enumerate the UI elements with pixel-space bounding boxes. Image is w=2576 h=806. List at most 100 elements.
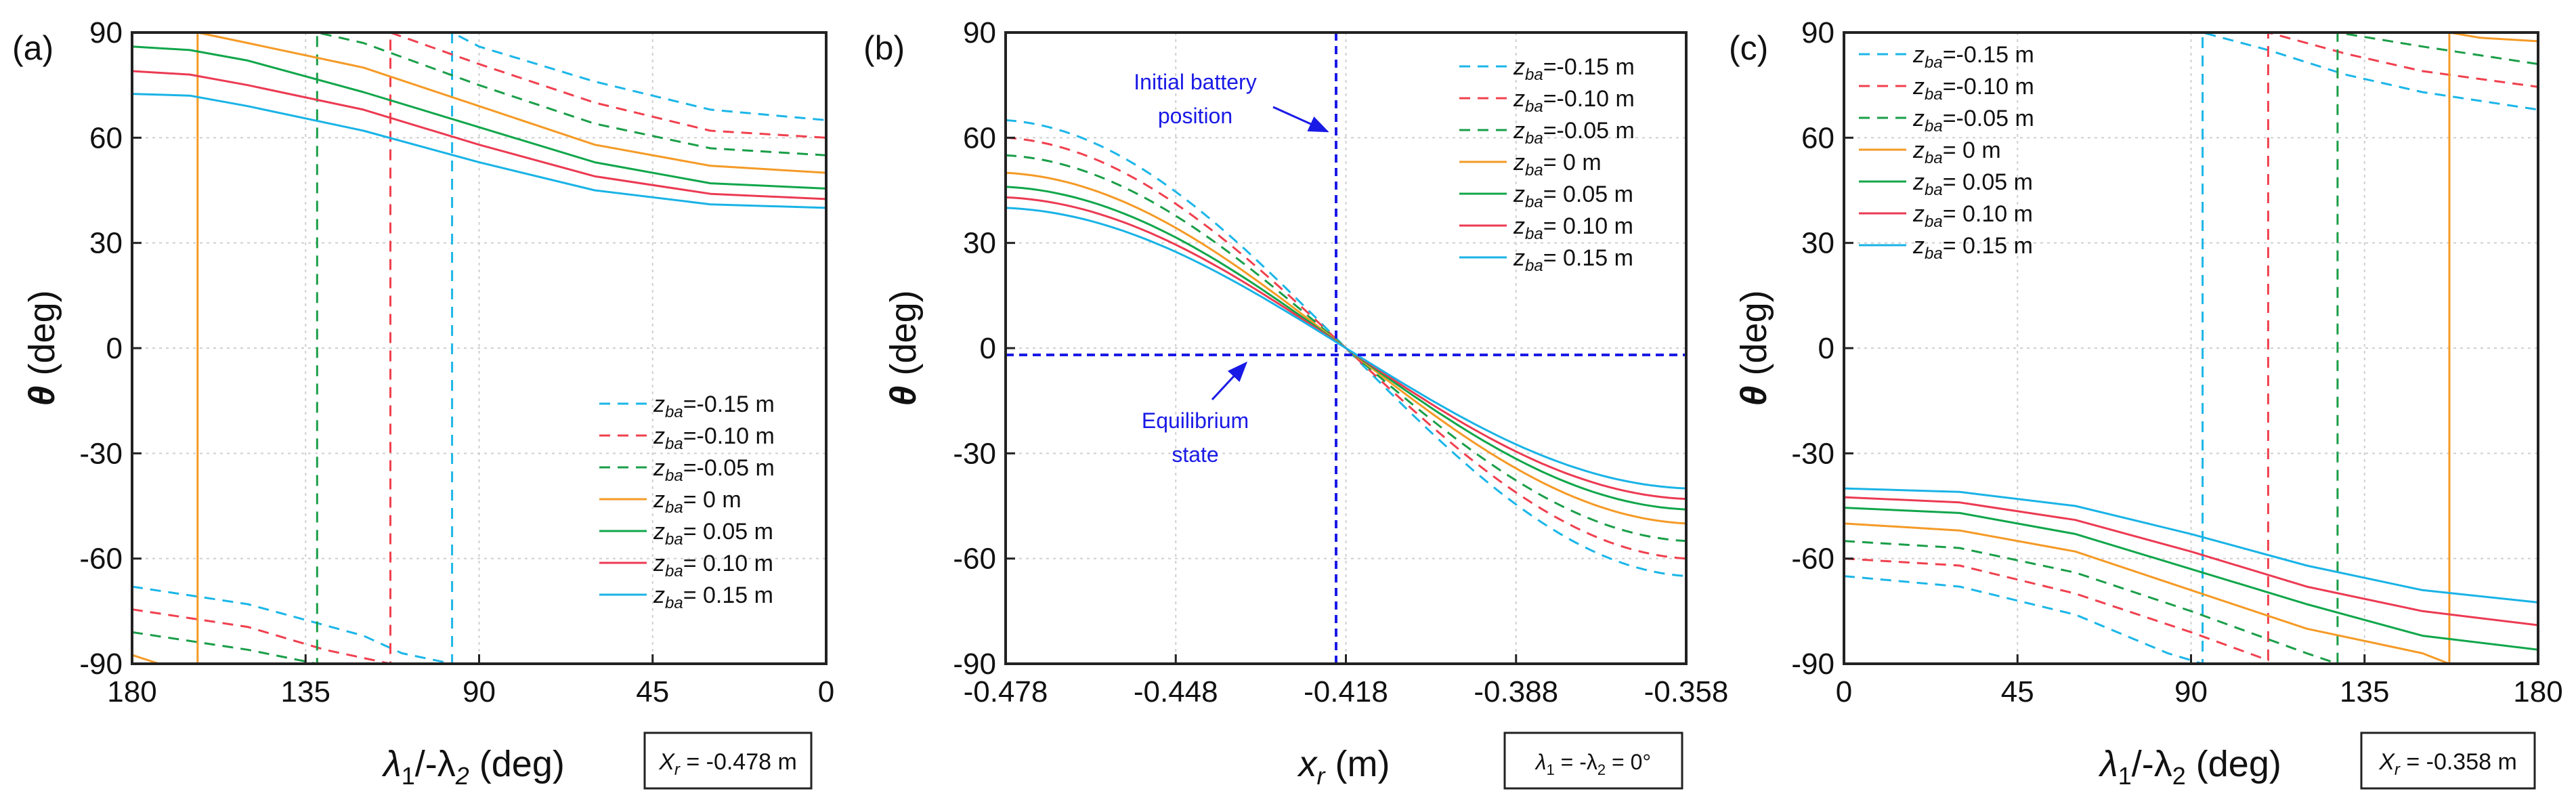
legend-entry-label: zba=-0.10 m (653, 423, 775, 453)
y-tick-label: -90 (79, 648, 123, 681)
y-tick-label: -60 (1791, 543, 1834, 576)
y-tick-label: 60 (1801, 121, 1834, 154)
panel-c-x-label: λ1/-λ2 (deg) (2098, 744, 2281, 790)
legend-entry-label: zba=-0.15 m (1513, 54, 1635, 84)
panel-a-y-label: θ (deg) (22, 290, 62, 406)
y-tick-label: 30 (89, 227, 123, 260)
annotation-equilibrium-line2: state (1172, 442, 1218, 467)
panel-a-letter: (a) (12, 29, 53, 67)
series-line-5 (1843, 507, 2539, 651)
legend-entry-label: zba= 0.10 m (1513, 213, 1633, 243)
y-tick-label: 60 (89, 121, 123, 154)
x-tick-label: 180 (107, 675, 156, 708)
y-tick-label: 0 (1818, 332, 1834, 365)
annotation-initial-battery-arrow (1272, 106, 1329, 133)
legend-entry-label: zba=-0.05 m (1513, 118, 1635, 148)
series-line-1 (1005, 119, 1687, 578)
panel-a-note: Xr = -0.478 m (658, 749, 797, 779)
x-tick-label: 0 (818, 675, 834, 708)
panel-c-ticks: 0 45 90 135 180 90 60 30 0 -30 -60 -90 (1791, 16, 2562, 708)
panel-a-x-label: λ1/-λ2 (deg) (381, 744, 565, 790)
x-tick-label: 135 (2340, 675, 2389, 708)
legend-entry-label: zba= 0.15 m (1912, 233, 2033, 263)
series-line-2 (131, 31, 827, 665)
series-line-3 (1843, 31, 2539, 665)
legend-entry-label: zba= 0.05 m (1513, 182, 1633, 211)
legend-entry-label: zba= 0.15 m (1513, 245, 1633, 275)
panel-b-ticks: -0.478 -0.448 -0.418 -0.388 -0.358 90 60 30 0 -30… (953, 16, 1728, 708)
panel-c-note-box (2360, 731, 2536, 790)
series-line-7 (1005, 207, 1687, 490)
series-line-6 (1843, 496, 2539, 627)
series-line-3 (131, 31, 827, 665)
series-line-5 (131, 45, 827, 190)
y-tick-label: 30 (1801, 227, 1834, 260)
legend-entry-label: zba=-0.05 m (1912, 106, 2034, 135)
legend-entry-label: zba=-0.05 m (653, 455, 775, 485)
series-line-1 (1843, 31, 2539, 665)
y-tick-label: -30 (1791, 437, 1834, 470)
y-tick-label: 0 (980, 332, 996, 365)
legend-entry-label: zba= 0 m (1513, 150, 1602, 179)
panel-a-note-box (643, 731, 813, 790)
legend-entry-label: zba= 0 m (653, 487, 742, 517)
legend-entry-label: zba=-0.15 m (653, 391, 775, 421)
panel-b-note-box (1503, 731, 1683, 790)
panel-b: -0.478 -0.448 -0.418 -0.388 -0.358 90 60 30 0 -30… (863, 16, 1728, 790)
series-line-2 (1843, 31, 2539, 662)
annotation-initial-battery-line1: Initial battery (1134, 70, 1256, 94)
legend-entry-label: zba= 0.15 m (653, 582, 773, 612)
legend-entry-label: zba= 0 m (1912, 137, 2001, 167)
x-tick-label: 0 (1836, 675, 1852, 708)
panel-c-y-label: θ (deg) (1734, 290, 1774, 406)
y-tick-label: 90 (963, 16, 996, 49)
x-tick-label: -0.448 (1134, 675, 1218, 708)
y-tick-label: -30 (953, 437, 996, 470)
panel-b-y-label: θ (deg) (883, 290, 924, 406)
legend-entry-label: zba=-0.15 m (1912, 42, 2034, 72)
x-tick-label: 135 (281, 675, 330, 708)
panel-b-x-label: xr (m) (1297, 744, 1390, 790)
series-line-4 (1843, 31, 2539, 665)
y-tick-label: 60 (963, 121, 996, 154)
panel-a-ticks: 180 135 90 45 0 90 60 30 0 -30 -60 -90 (79, 16, 834, 708)
legend-entry-label: zba= 0.05 m (1912, 169, 2033, 199)
x-tick-label: -0.418 (1304, 675, 1388, 708)
legend-entry-label: zba=-0.10 m (1912, 74, 2034, 104)
x-tick-label: -0.388 (1474, 675, 1558, 708)
series-line-6 (131, 70, 827, 200)
legend-entry-label: zba=-0.10 m (1513, 86, 1635, 116)
x-tick-label: 180 (2513, 675, 2562, 708)
annotation-initial-battery-line2: position (1158, 104, 1232, 128)
series-line-3 (1005, 154, 1687, 543)
series-line-1 (131, 31, 827, 665)
x-tick-label: 45 (2001, 675, 2034, 708)
x-tick-label: 45 (636, 675, 669, 708)
annotation-equilibrium-arrow (1211, 361, 1248, 401)
panel-c-letter: (c) (1729, 29, 1768, 67)
x-tick-label: 90 (463, 675, 496, 708)
y-tick-label: 30 (963, 227, 996, 260)
y-tick-label: -90 (1791, 648, 1834, 681)
y-tick-label: -60 (953, 543, 996, 576)
series-line-7 (1843, 487, 2539, 603)
y-tick-label: 0 (106, 332, 123, 365)
series-line-7 (131, 93, 827, 209)
panel-c-series (1843, 31, 2539, 665)
legend-entry-label: zba= 0.05 m (653, 519, 773, 549)
legend-entry-label: zba= 0.10 m (653, 551, 773, 580)
y-tick-label: 90 (1801, 16, 1834, 49)
panel-b-letter: (b) (863, 29, 905, 67)
annotation-equilibrium-line1: Equilibrium (1142, 408, 1249, 433)
panel-b-note: λ1 = -λ2 = 0° (1534, 750, 1651, 778)
legend-entry-label: zba= 0.10 m (1912, 201, 2033, 231)
y-tick-label: -90 (953, 648, 996, 681)
y-tick-label: -30 (79, 437, 123, 470)
panel-b-series (1005, 119, 1687, 578)
